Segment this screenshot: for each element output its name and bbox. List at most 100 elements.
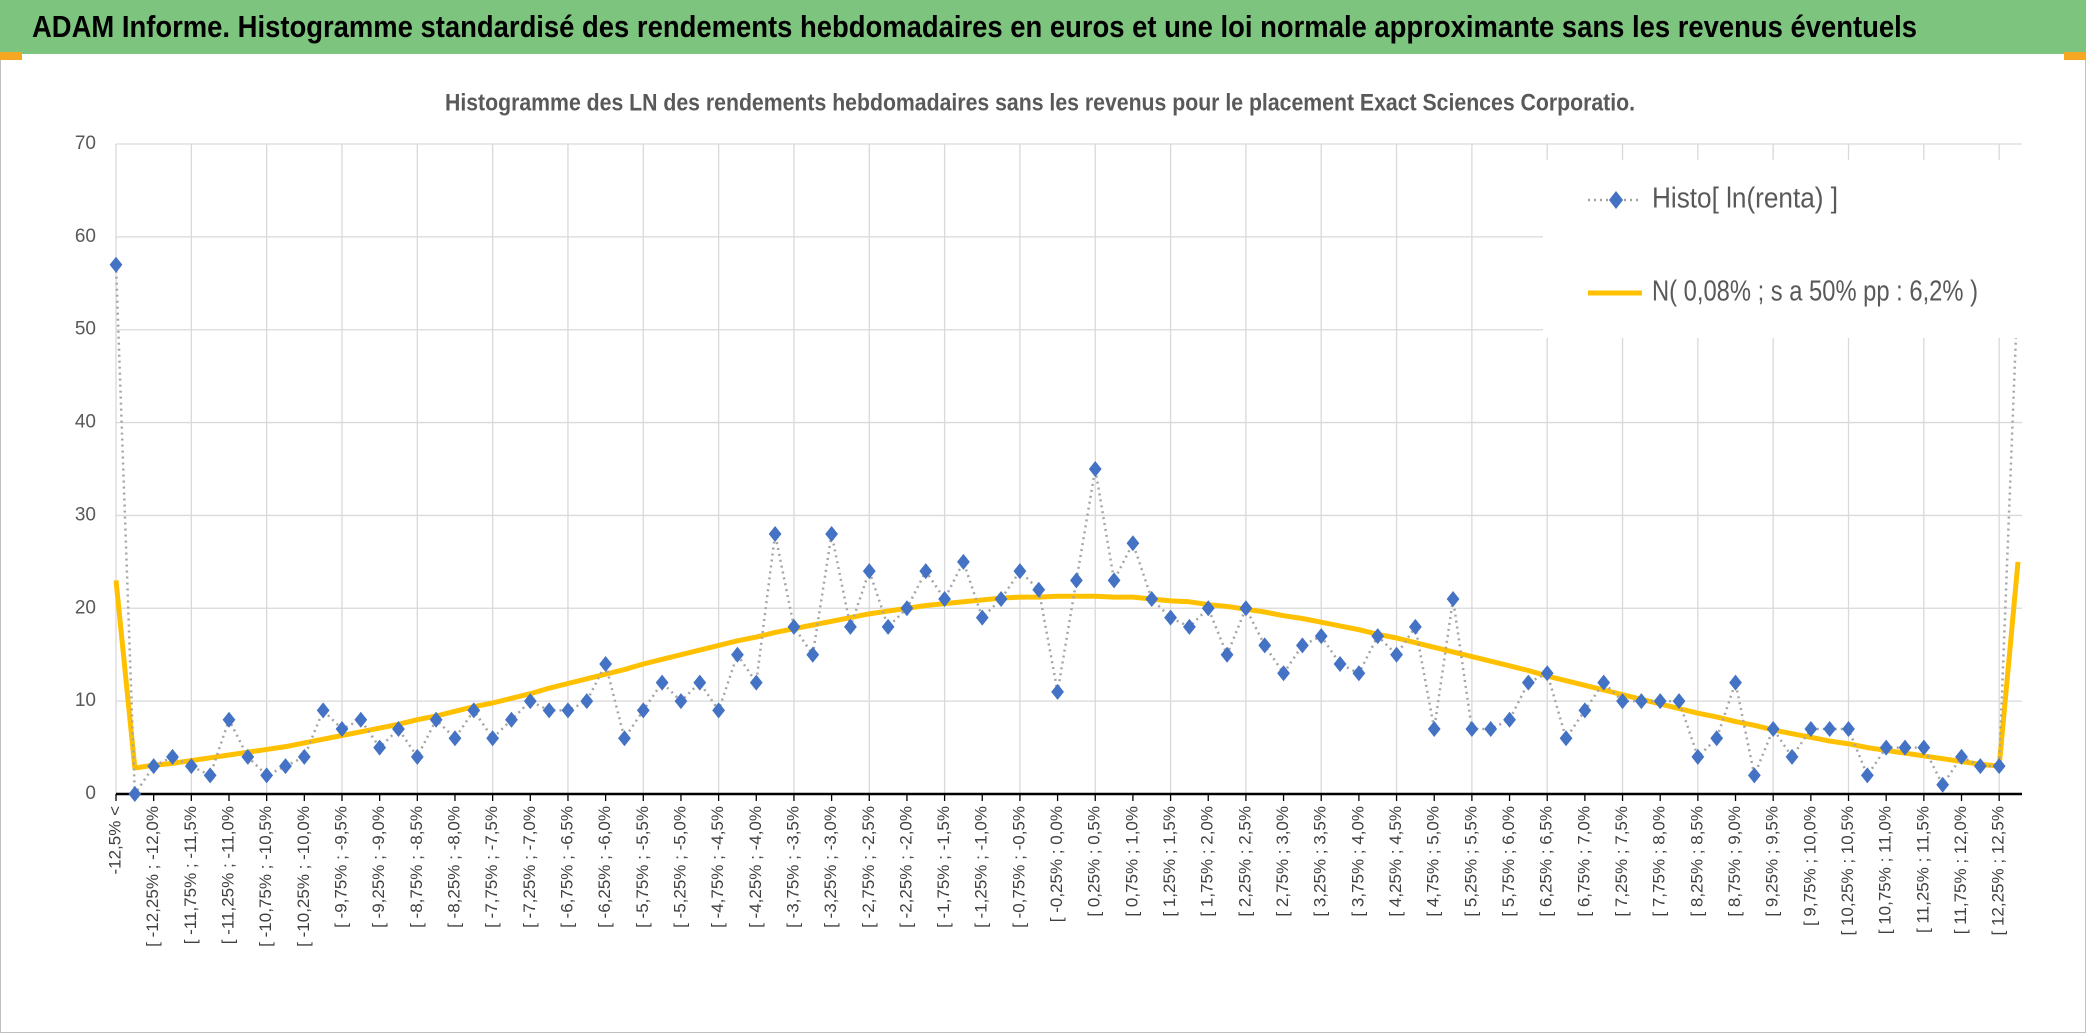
x-tick-label: [ 2,25% ; 2,5%: [1235, 806, 1254, 917]
histo-marker: [1371, 628, 1385, 645]
histo-marker: [1879, 739, 1893, 756]
histo-marker: [825, 526, 839, 542]
x-tick-label: [ -0,75% ; -0,5%: [1009, 806, 1028, 928]
histo-marker: [1484, 721, 1498, 737]
x-tick-label: [ -9,75% ; -9,5%: [331, 806, 350, 928]
histo-marker: [1616, 693, 1629, 710]
corner: [0, 52, 22, 60]
x-tick-label: [ 1,25% ; 1,5%: [1160, 806, 1179, 917]
histo-marker: [184, 758, 198, 775]
x-tick-label: -12,5% <: [105, 806, 124, 875]
histo-marker: [1842, 721, 1855, 737]
x-tick-label: [ -2,75% ; -2,5%: [859, 806, 878, 928]
histo-marker: [222, 711, 236, 728]
histo-marker: [1973, 758, 1987, 775]
histo-marker: [1032, 581, 1046, 598]
y-tick-label: 30: [75, 504, 96, 525]
x-tick-label: [ -7,25% ; -7,0%: [520, 806, 539, 928]
histo-marker: [618, 730, 631, 747]
histo-marker: [109, 256, 123, 273]
histo-marker: [335, 721, 349, 737]
x-tick-label: [ -10,25% ; -10,0%: [294, 806, 313, 947]
x-tick-label: [ 4,25% ; 4,5%: [1386, 806, 1405, 917]
histo-marker: [1992, 758, 2006, 775]
x-tick-label: [ -5,75% ; -5,5%: [633, 806, 652, 928]
x-tick-label: [ 0,25% ; 0,5%: [1085, 806, 1104, 917]
histo-marker: [429, 711, 443, 728]
header-bar: [0, 0, 2086, 54]
histo-marker: [523, 693, 537, 710]
x-tick-label: [ -7,75% ; -7,5%: [482, 806, 501, 928]
histo-marker: [410, 748, 424, 765]
histo-marker: [1314, 628, 1328, 645]
histo-marker: [279, 758, 292, 775]
y-tick-label: 40: [75, 412, 96, 433]
x-tick-label: [ -0,25% ; 0,0%: [1047, 806, 1066, 922]
histo-marker: [674, 693, 688, 710]
histo-marker: [1051, 683, 1064, 700]
histo-marker: [392, 721, 405, 737]
histo-marker: [768, 526, 782, 542]
histo-marker: [1710, 730, 1724, 747]
histo-marker: [1126, 535, 1140, 552]
histo-marker: [147, 758, 161, 775]
histo-marker: [1540, 665, 1554, 682]
x-tick-label: [ 3,75% ; 4,0%: [1348, 806, 1367, 917]
histo-marker: [1427, 721, 1441, 737]
histo-marker: [1823, 721, 1837, 737]
legend-label: Histo[ ln(renta) ]: [1652, 183, 1838, 215]
histo-marker: [1729, 674, 1742, 691]
histo-marker: [1145, 591, 1159, 607]
histo-marker: [712, 702, 726, 719]
x-tick-label: [ -6,75% ; -6,5%: [557, 806, 576, 928]
histo-marker: [373, 739, 387, 756]
histo-marker: [1898, 739, 1912, 756]
x-tick-label: [ -6,25% ; -6,0%: [595, 806, 614, 928]
x-tick-label: [ 9,75% ; 10,0%: [1800, 806, 1819, 926]
histo-marker: [749, 674, 763, 691]
y-tick-label: 60: [75, 226, 96, 247]
histo-marker: [1164, 609, 1177, 626]
histo-marker: [1521, 674, 1535, 691]
x-tick-label: [ 12,25% ; 12,5%: [1989, 806, 2008, 935]
histo-marker: [1653, 693, 1667, 710]
x-tick-label: [ 0,75% ; 1,0%: [1122, 806, 1141, 917]
histo-marker: [1955, 748, 1968, 765]
x-tick-label: [ 8,75% ; 9,0%: [1725, 806, 1744, 917]
histo-marker: [486, 730, 500, 747]
x-tick-label: [ 2,75% ; 3,0%: [1273, 806, 1292, 917]
histo-marker: [1672, 693, 1686, 710]
chart-title: Histogramme des LN des rendements hebdom…: [445, 89, 1635, 116]
histo-marker: [938, 591, 951, 607]
histo-marker: [1465, 721, 1479, 737]
x-tick-label: [ -4,75% ; -4,5%: [708, 806, 727, 928]
histo-marker: [1013, 563, 1027, 580]
histo-marker: [1634, 693, 1648, 710]
histo-marker: [636, 702, 650, 719]
histo-marker: [166, 748, 179, 765]
x-tick-label: [ -11,25% ; -11,0%: [218, 806, 237, 944]
x-tick-label: [ 7,75% ; 8,0%: [1650, 806, 1669, 917]
histo-marker: [354, 711, 368, 728]
histo-marker: [1220, 646, 1234, 663]
histo-marker: [1408, 618, 1422, 635]
x-tick-label: [ -1,25% ; -1,0%: [972, 806, 991, 928]
histo-marker: [1936, 776, 1950, 793]
histo-marker: [806, 646, 820, 663]
histo-marker: [1917, 739, 1931, 756]
x-tick-label: [ 6,75% ; 7,0%: [1574, 806, 1593, 917]
histo-marker: [561, 702, 575, 719]
x-tick-label: [ -3,25% ; -3,0%: [821, 806, 840, 928]
histo-marker: [787, 618, 801, 635]
histo-marker: [1333, 656, 1347, 672]
histo-marker: [1785, 748, 1799, 765]
x-tick-label: [ 9,25% ; 9,5%: [1763, 806, 1782, 917]
y-tick-label: 50: [75, 319, 96, 340]
x-tick-label: [ -11,75% ; -11,5%: [181, 806, 200, 944]
histo-marker: [862, 563, 876, 580]
x-tick-label: [ 5,25% ; 5,5%: [1461, 806, 1480, 917]
histo-marker: [1070, 572, 1083, 589]
histo-marker: [580, 693, 594, 710]
x-tick-label: [ -3,75% ; -3,5%: [783, 806, 802, 928]
